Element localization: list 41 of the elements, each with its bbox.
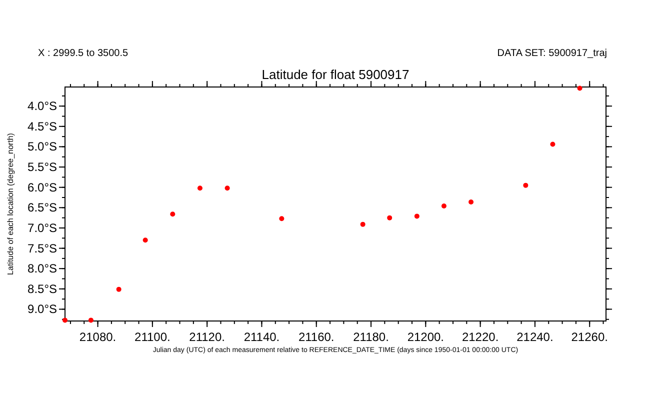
x-tick-label: 21160. <box>298 330 334 344</box>
x-tick-label: 21200. <box>407 330 444 344</box>
x-tick-label: 21260. <box>571 330 608 344</box>
point <box>414 214 420 219</box>
y-tick-label: 6.0°S <box>28 180 57 194</box>
point <box>387 215 392 220</box>
y-tick-label: 5.5°S <box>28 160 57 174</box>
y-tick-label: 9.0°S <box>28 302 57 316</box>
text: DATA SET: 5900917_traj <box>497 48 607 59</box>
point <box>170 212 176 217</box>
point <box>224 186 230 191</box>
y-axis-title: Latitude of each location (degree_north) <box>6 132 15 275</box>
point <box>62 318 68 323</box>
point <box>441 204 446 209</box>
point <box>550 142 556 147</box>
x-tick-label: 21120. <box>189 330 225 344</box>
y-tick-label: 8.5°S <box>28 282 57 296</box>
point <box>577 86 582 91</box>
x-tick-label: 21080. <box>79 330 116 344</box>
point <box>360 222 366 227</box>
point <box>523 182 528 188</box>
point <box>197 186 202 191</box>
x-tick-label: 21100. <box>134 330 170 344</box>
point <box>116 286 122 292</box>
point <box>468 199 474 204</box>
y-tick-label: 8.0°S <box>28 262 57 276</box>
y-tick-label: 4.0°S <box>28 99 57 114</box>
y-tick-label: 4.5°S <box>28 119 57 134</box>
x-tick-label: 21140. <box>244 330 280 344</box>
x-tick-label: 21240. <box>516 330 554 344</box>
point <box>279 216 284 222</box>
chart-title: Latitude for float 5900917 <box>262 67 410 82</box>
point <box>88 318 94 323</box>
y-tick-label: 7.0°S <box>28 220 57 235</box>
y-tick-label: 7.5°S <box>28 241 57 256</box>
y-tick-label: 5.0°S <box>28 140 57 154</box>
text: X : 2999.5 to 3500.5 <box>38 48 129 59</box>
y-tick-label: 6.5°S <box>28 200 57 215</box>
point <box>142 238 148 243</box>
x-tick-label: 21180. <box>353 330 389 344</box>
x-tick-label: 21220. <box>462 330 499 344</box>
